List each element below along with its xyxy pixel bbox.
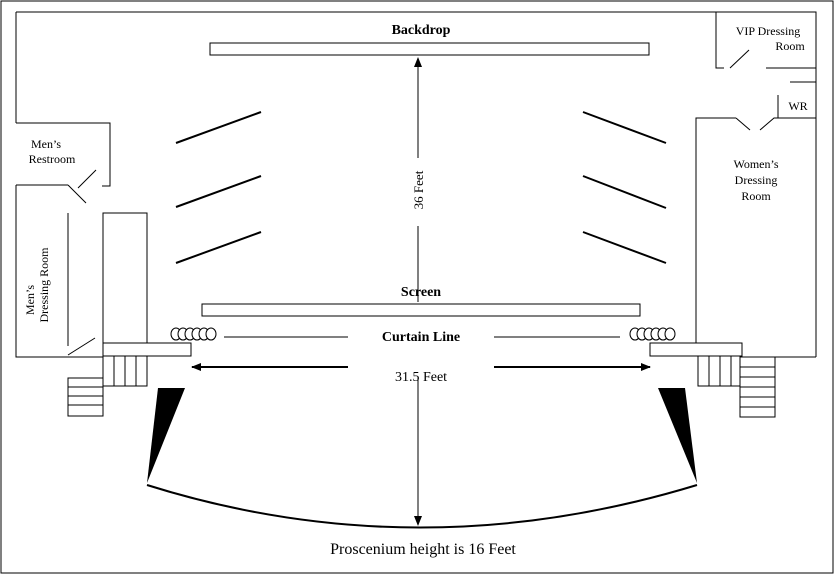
right-proscenium-wedge	[658, 388, 697, 483]
womens-dressing-room	[695, 117, 778, 343]
vip-dressing-room-label-2: Room	[775, 39, 805, 53]
right-stairs	[697, 355, 776, 418]
womens-dressing-label-1: Women’s	[733, 157, 778, 171]
left-apron-edge	[102, 342, 192, 357]
left-curtain-roll	[170, 327, 217, 341]
mens-dressing-room	[67, 213, 96, 356]
house-curve	[146, 484, 698, 529]
womens-dressing-label-3: Room	[741, 189, 771, 203]
vip-dressing-room	[715, 12, 816, 69]
left-wing-flat	[102, 212, 148, 344]
left-proscenium-wedge	[147, 388, 185, 483]
mens-restroom	[16, 122, 111, 204]
proscenium-height-note: Proscenium height is 16 Feet	[330, 541, 516, 558]
screen-label: Screen	[401, 285, 441, 300]
left-legs	[175, 111, 262, 264]
wr-label: WR	[788, 99, 807, 113]
mens-dressing-label-1: Men’s	[23, 285, 37, 315]
wr-room	[777, 81, 816, 119]
backdrop-label: Backdrop	[392, 23, 451, 38]
right-apron-edge	[649, 342, 743, 357]
backdrop-bar	[209, 42, 650, 56]
screen-bar	[201, 303, 641, 317]
womens-dressing-label-2: Dressing	[735, 173, 778, 187]
vip-dressing-room-label-1: VIP Dressing	[736, 24, 801, 38]
mens-restroom-label-2: Restroom	[29, 152, 76, 166]
width-label: 31.5 Feet	[395, 370, 447, 385]
depth-label: 36 Feet	[411, 170, 426, 209]
mens-dressing-label-2: Dressing Room	[37, 247, 51, 323]
curtain-line-label: Curtain Line	[382, 330, 460, 345]
right-legs	[582, 111, 667, 264]
right-curtain-roll	[629, 327, 676, 341]
left-stairs	[67, 355, 148, 417]
mens-restroom-label-1: Men’s	[31, 137, 61, 151]
